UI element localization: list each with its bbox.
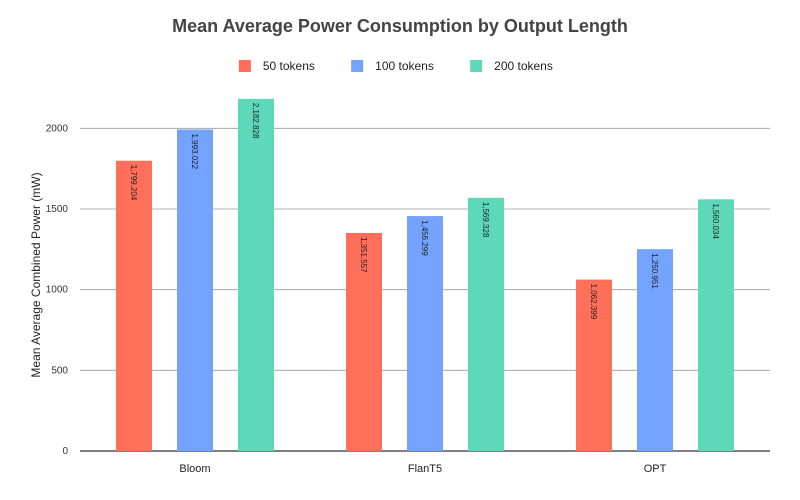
data-label: 1,569.328 (481, 202, 490, 238)
data-label: 1,799.204 (129, 165, 138, 201)
legend-label: 100 tokens (375, 59, 434, 73)
chart-title: Mean Average Power Consumption by Output… (172, 16, 628, 36)
bar-flant5-200-tokens (468, 197, 504, 451)
y-tick-label: 1500 (46, 204, 69, 215)
y-tick-label: 500 (51, 365, 68, 376)
data-label: 2,182.828 (251, 103, 260, 139)
bar-bloom-50-tokens (116, 160, 152, 451)
bar-opt-200-tokens (698, 199, 734, 451)
data-label: 1,250.951 (650, 253, 659, 289)
y-tick-label: 1000 (46, 285, 69, 296)
legend-label: 200 tokens (494, 59, 553, 73)
legend-swatch (351, 60, 364, 72)
legend-swatch (470, 60, 483, 72)
bar-flant5-50-tokens (346, 232, 382, 451)
x-tick-label: OPT (644, 463, 667, 475)
bar-flant5-100-tokens (407, 216, 443, 451)
y-axis-label: Mean Average Combined Power (mW) (29, 172, 43, 377)
bar-opt-100-tokens (637, 249, 673, 451)
y-tick-label: 2000 (46, 123, 69, 134)
bar-opt-50-tokens (576, 279, 612, 451)
data-label: 1,456.299 (420, 220, 429, 256)
bar-bloom-100-tokens (177, 129, 213, 452)
x-tick-label: Bloom (179, 463, 210, 475)
legend-swatch (238, 60, 251, 72)
bar-bloom-200-tokens (238, 98, 274, 451)
legend-label: 50 tokens (263, 59, 315, 73)
data-label: 1,560.034 (711, 203, 720, 239)
data-label: 1,062.399 (589, 284, 598, 320)
x-tick-label: FlanT5 (408, 463, 442, 475)
data-label: 1,351.557 (359, 237, 368, 273)
data-label: 1,993.022 (190, 133, 199, 169)
y-tick-label: 0 (62, 446, 68, 457)
